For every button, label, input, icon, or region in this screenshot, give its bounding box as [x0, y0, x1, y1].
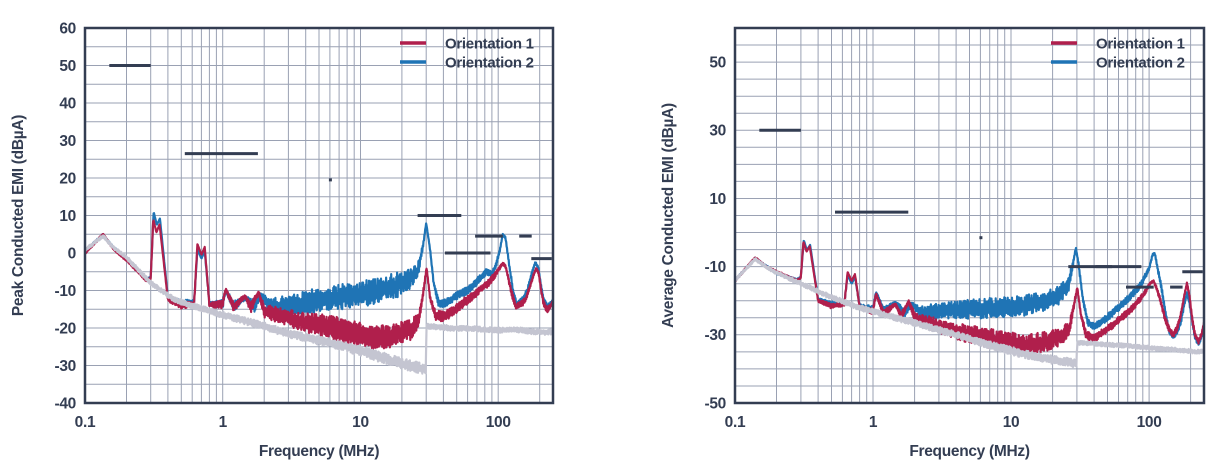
legend-entry-orientation-2: Orientation 2 [1051, 54, 1185, 71]
y-tick-label: 40 [59, 95, 76, 112]
y-tick-label: 0 [68, 245, 76, 262]
legend-entry-orientation-1: Orientation 1 [400, 35, 534, 52]
legend-peak: Orientation 1 Orientation 2 [400, 35, 534, 71]
trace-peak-orientation-1 [85, 219, 553, 351]
y-tick-label: -50 [704, 395, 726, 412]
limit-lines-average [759, 128, 1203, 289]
trace-average-orientation-1 [735, 241, 1204, 356]
trace-average-ambient [735, 257, 1204, 369]
traces-average [735, 239, 1204, 369]
x-axis-title-average: Frequency (MHz) [909, 443, 1030, 460]
x-tick-label: 10 [1003, 414, 1020, 431]
y-tick-label: 20 [59, 170, 76, 187]
y-tick-label: 50 [59, 58, 76, 75]
legend-label: Orientation 1 [1096, 35, 1185, 52]
y-tick-label: -30 [54, 358, 76, 375]
x-tick-label: 0.1 [725, 414, 746, 431]
legend-entry-orientation-2: Orientation 2 [400, 54, 534, 71]
legend-label: Orientation 2 [1096, 54, 1185, 71]
x-tick-label: 0.1 [75, 414, 96, 431]
x-tick-label: 100 [486, 414, 511, 431]
y-tick-label: 30 [59, 133, 76, 150]
y-tick-label: -20 [54, 320, 76, 337]
y-tick-label: 60 [59, 20, 76, 37]
y-tick-label: -10 [704, 259, 726, 276]
y-tick-label: 10 [59, 208, 76, 225]
legend-label: Orientation 2 [445, 54, 534, 71]
x-axis-title-peak: Frequency (MHz) [259, 443, 380, 460]
y-tick-label: 50 [709, 55, 726, 72]
y-tick-label: 10 [709, 191, 726, 208]
legend-entry-orientation-1: Orientation 1 [1051, 35, 1185, 52]
y-tick-label: -40 [54, 395, 76, 412]
legend-label: Orientation 1 [445, 35, 534, 52]
chart-average: 50 30 10 -10 -30 -50 0.1 1 10 100 Average Conducte… [660, 26, 1206, 460]
x-tick-label: 1 [869, 414, 878, 431]
plot-border-average [733, 26, 1206, 405]
plot-border-peak [83, 26, 555, 405]
y-tick-label: -30 [704, 327, 726, 344]
x-tick-label: 100 [1137, 414, 1162, 431]
limit-lines-peak [109, 64, 552, 261]
y-axis-title-peak: Peak Conducted EMI (dBµA) [10, 115, 27, 316]
traces-peak [85, 212, 553, 375]
y-axis-title-average: Average Conducted EMI (dBµA) [660, 103, 677, 328]
legend-average: Orientation 1 Orientation 2 [1051, 35, 1185, 71]
x-tick-label: 10 [352, 414, 369, 431]
y-tick-label: -10 [54, 283, 76, 300]
y-tick-label: 30 [709, 123, 726, 140]
trace-peak-ambient [85, 234, 553, 375]
x-tick-label: 1 [219, 414, 228, 431]
